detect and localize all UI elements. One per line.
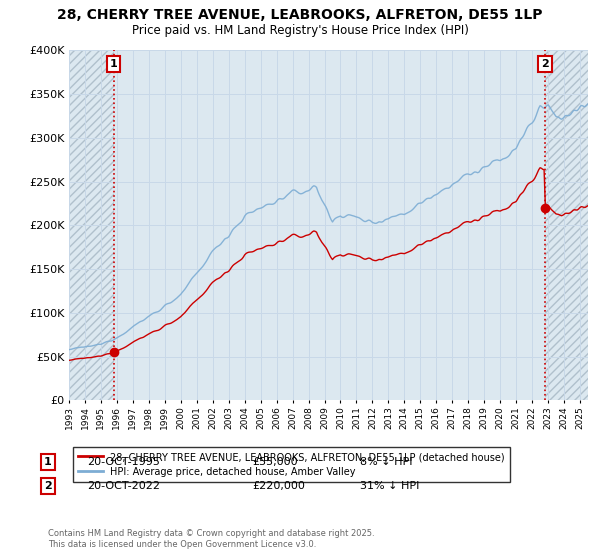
- Text: £55,000: £55,000: [252, 457, 298, 467]
- Text: 2: 2: [44, 481, 52, 491]
- Text: Contains HM Land Registry data © Crown copyright and database right 2025.
This d: Contains HM Land Registry data © Crown c…: [48, 529, 374, 549]
- Text: 31% ↓ HPI: 31% ↓ HPI: [360, 481, 419, 491]
- Text: 20-OCT-1995: 20-OCT-1995: [87, 457, 160, 467]
- Text: £220,000: £220,000: [252, 481, 305, 491]
- Legend: 28, CHERRY TREE AVENUE, LEABROOKS, ALFRETON, DE55 1LP (detached house), HPI: Ave: 28, CHERRY TREE AVENUE, LEABROOKS, ALFRE…: [73, 447, 510, 482]
- Text: 1: 1: [44, 457, 52, 467]
- Text: 28, CHERRY TREE AVENUE, LEABROOKS, ALFRETON, DE55 1LP: 28, CHERRY TREE AVENUE, LEABROOKS, ALFRE…: [57, 8, 543, 22]
- Text: 2: 2: [541, 59, 549, 69]
- Text: 8% ↓ HPI: 8% ↓ HPI: [360, 457, 413, 467]
- Text: Price paid vs. HM Land Registry's House Price Index (HPI): Price paid vs. HM Land Registry's House …: [131, 24, 469, 36]
- Text: 1: 1: [110, 59, 118, 69]
- Text: 20-OCT-2022: 20-OCT-2022: [87, 481, 160, 491]
